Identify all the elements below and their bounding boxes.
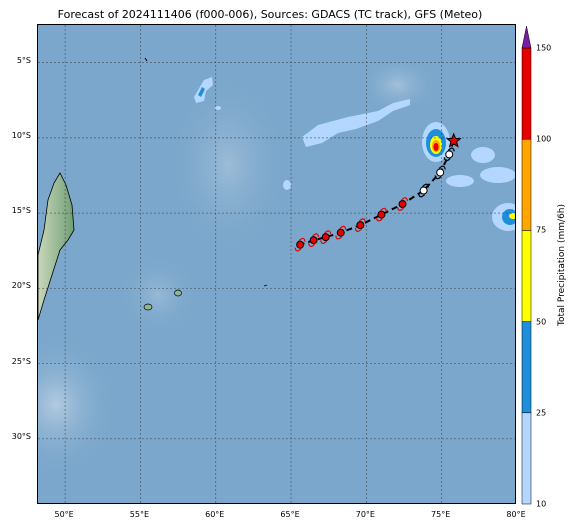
tc-storm-symbol	[294, 237, 306, 252]
precip-light-patch	[446, 175, 474, 187]
precip-heavy-patch	[509, 213, 515, 219]
tc-storm-symbol	[354, 218, 366, 232]
latitude-tick-label: 25°S	[11, 356, 31, 366]
tc-storm-symbol	[308, 233, 320, 248]
colorbar-segment	[521, 321, 532, 414]
tc-storm-symbol	[335, 225, 347, 240]
bathymetry-shade	[38, 335, 116, 475]
longitude-tick-label: 75°E	[431, 510, 451, 519]
ocean-background	[38, 25, 515, 503]
latitude-tick-label: 5°S	[16, 55, 31, 65]
tc-storm-symbol	[320, 230, 332, 245]
map-title: Forecast of 2024111406 (f000-006), Sourc…	[57, 8, 483, 21]
latitude-tick-label: 15°S	[11, 206, 31, 216]
mauritius-island	[174, 289, 182, 297]
longitude-tick-label: 70°E	[355, 510, 375, 519]
tc-storm-symbol	[396, 197, 409, 211]
latitude-tick-label: 30°S	[11, 431, 31, 441]
colorbar-tick-label: 75	[536, 225, 547, 235]
colorbar-segment	[521, 230, 532, 322]
colorbar-tick-label: 100	[536, 134, 552, 144]
longitude-tick-label: 60°E	[205, 510, 225, 519]
colorbar-svg	[521, 25, 532, 505]
reunion-island	[143, 303, 153, 311]
precip-light-patch	[215, 106, 221, 110]
tc-low-symbol	[443, 147, 455, 162]
tc-track	[294, 132, 462, 252]
precip-band-light	[302, 99, 410, 147]
rodrigues-island	[263, 284, 268, 287]
tc-storm-symbol	[375, 207, 388, 222]
tc-low-symbol	[418, 183, 430, 198]
colorbar-tick-label: 10	[536, 499, 547, 509]
longitude-tick-label: 55°E	[129, 510, 150, 519]
colorbar-tick-label: 150	[536, 43, 552, 53]
longitude-tick-label: 65°E	[280, 510, 300, 519]
longitude-tick-label: 80°E	[506, 510, 526, 519]
longitude-tick-label: 50°E	[54, 510, 74, 519]
precip-moderate-patch	[198, 87, 205, 97]
bathymetry-shade	[118, 255, 198, 335]
precip-light-patch	[480, 167, 515, 183]
tc-track-line	[299, 140, 455, 246]
colorbar	[520, 24, 580, 506]
map-canvas	[38, 25, 515, 503]
precipitation-layer	[194, 77, 515, 231]
colorbar-segment	[521, 47, 532, 140]
latitude-tick-label: 10°S	[11, 130, 31, 140]
precip-core-extreme	[433, 143, 439, 151]
colorbar-tick-label: 25	[536, 408, 547, 418]
colorbar-label: Total Precipitation (mm/6h)	[557, 203, 567, 327]
bathymetry-shade	[168, 75, 288, 255]
tc-low-symbol	[434, 165, 446, 180]
bathymetry-shade	[358, 55, 438, 115]
latitude-tick-label: 20°S	[11, 281, 31, 291]
map-panel[interactable]	[37, 24, 516, 504]
colorbar-segment	[521, 138, 532, 231]
colorbar-extend-arrow	[521, 25, 532, 49]
precip-light-patch	[283, 180, 291, 190]
colorbar-segment	[521, 412, 532, 505]
tc-current-position-marker	[445, 132, 462, 148]
seychelles-island	[144, 57, 148, 62]
precip-light-patch	[471, 147, 495, 163]
graticule	[38, 25, 515, 503]
colorbar-tick-label: 50	[536, 317, 547, 327]
